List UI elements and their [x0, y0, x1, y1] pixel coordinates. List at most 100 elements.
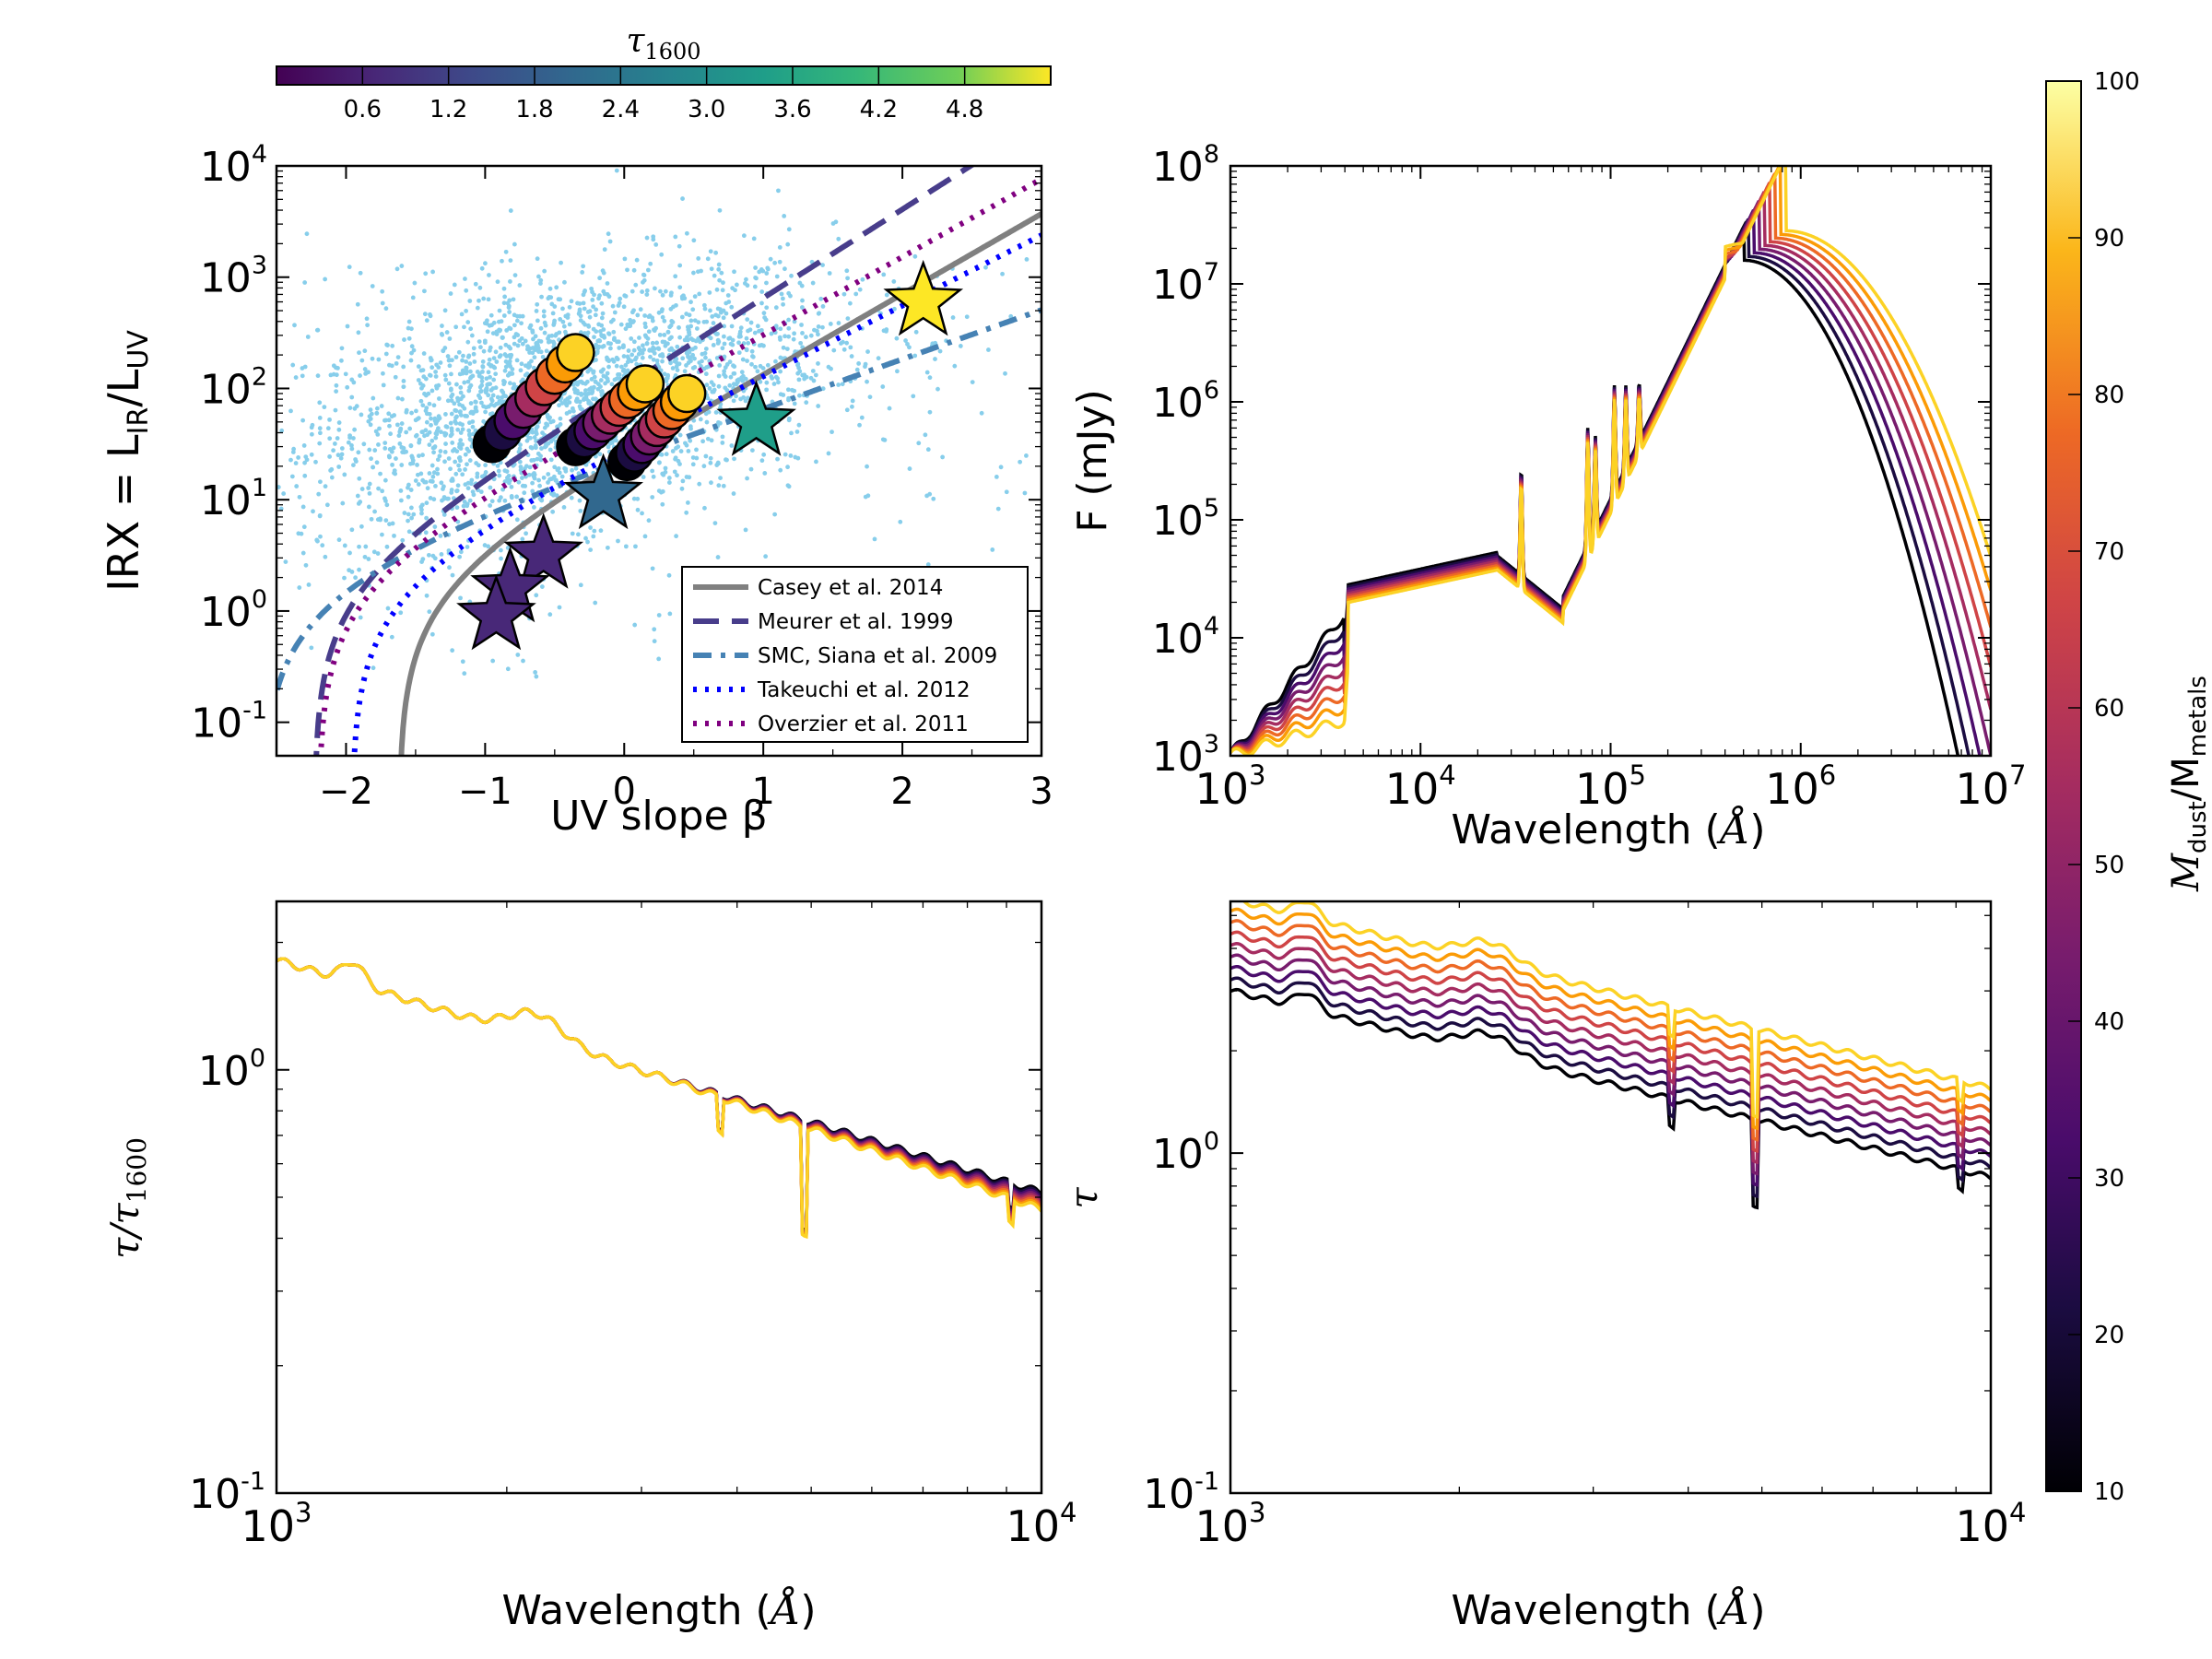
galaxy-point [347, 550, 352, 556]
x-tick-label: −2 [319, 771, 373, 813]
galaxy-point [477, 384, 483, 390]
galaxy-point [578, 508, 583, 513]
galaxy-point [718, 307, 723, 312]
galaxy-point [688, 424, 693, 429]
galaxy-point [653, 286, 657, 291]
galaxy-point [404, 429, 409, 435]
galaxy-point [836, 382, 841, 387]
galaxy-point [723, 365, 728, 371]
galaxy-point [446, 456, 452, 461]
galaxy-point [618, 296, 623, 301]
galaxy-point [673, 234, 678, 240]
galaxy-point [371, 549, 377, 555]
galaxy-point [743, 398, 748, 404]
galaxy-point [532, 504, 536, 510]
galaxy-point [590, 289, 594, 295]
galaxy-point [406, 512, 411, 517]
extinction-line [276, 957, 1041, 1238]
galaxy-point [722, 369, 727, 374]
galaxy-point [401, 379, 406, 383]
colorbar-tick-label: 20 [2094, 1322, 2124, 1349]
galaxy-point [600, 268, 606, 274]
galaxy-point [857, 287, 863, 292]
galaxy-point [782, 266, 787, 272]
y-tick-label: 104 [200, 140, 267, 191]
galaxy-point [640, 511, 644, 516]
galaxy-point [931, 496, 936, 501]
x-tick-label: 104 [1385, 759, 1456, 814]
galaxy-point [420, 383, 426, 388]
galaxy-point [449, 429, 454, 434]
galaxy-point [853, 291, 859, 297]
galaxy-point [454, 488, 459, 494]
galaxy-point [409, 410, 414, 416]
galaxy-point [383, 351, 389, 357]
galaxy-point [732, 371, 737, 376]
galaxy-point [629, 336, 634, 341]
galaxy-point [561, 324, 567, 329]
galaxy-point [702, 306, 708, 312]
galaxy-point [829, 366, 833, 371]
galaxy-point [515, 333, 521, 337]
galaxy-point [937, 348, 943, 354]
galaxy-point [514, 318, 520, 324]
galaxy-point [652, 627, 657, 632]
galaxy-point [455, 395, 460, 401]
galaxy-point [582, 306, 587, 312]
galaxy-point [720, 434, 725, 440]
galaxy-point [588, 547, 594, 553]
galaxy-point [576, 532, 581, 537]
galaxy-point [623, 544, 629, 549]
galaxy-point [425, 486, 430, 491]
galaxy-point [598, 528, 604, 534]
galaxy-point [429, 463, 435, 468]
x-tick-label: −1 [458, 771, 512, 813]
galaxy-point [551, 341, 557, 347]
galaxy-point [171, 453, 175, 457]
galaxy-point [334, 389, 339, 394]
galaxy-point [460, 427, 465, 432]
galaxy-point [673, 373, 678, 378]
galaxy-point [691, 270, 696, 276]
galaxy-point [543, 323, 548, 328]
extinction-line [276, 957, 1041, 1240]
galaxy-point [647, 313, 653, 318]
galaxy-point [672, 469, 677, 475]
galaxy-point [419, 511, 424, 516]
galaxy-point [434, 362, 440, 368]
galaxy-point [759, 289, 765, 294]
galaxy-point [441, 348, 446, 354]
galaxy-point [670, 449, 676, 453]
galaxy-point [279, 428, 285, 433]
galaxy-point [445, 354, 451, 359]
galaxy-point [610, 303, 616, 309]
galaxy-point [669, 346, 674, 351]
galaxy-point [927, 491, 933, 497]
galaxy-point [820, 304, 826, 309]
galaxy-point [453, 420, 459, 426]
galaxy-point [614, 363, 619, 369]
galaxy-point [625, 267, 629, 273]
galaxy-point [644, 288, 650, 293]
galaxy-point [739, 370, 745, 375]
galaxy-point [736, 377, 742, 382]
galaxy-point [450, 572, 455, 578]
galaxy-point [264, 393, 268, 397]
galaxy-point [462, 324, 466, 330]
galaxy-point [429, 358, 434, 363]
galaxy-point [705, 395, 711, 401]
galaxy-point [690, 352, 696, 358]
galaxy-point [495, 394, 500, 400]
galaxy-point [486, 370, 491, 375]
galaxy-point [318, 479, 323, 485]
galaxy-point [260, 453, 265, 458]
galaxy-point [401, 384, 406, 390]
galaxy-point [419, 507, 424, 512]
galaxy-point [557, 403, 561, 408]
x-tick-label: 103 [1195, 759, 1266, 814]
galaxy-point [625, 368, 630, 373]
galaxy-point [353, 459, 359, 465]
galaxy-point [370, 284, 375, 288]
galaxy-point [490, 386, 496, 391]
galaxy-point [709, 438, 714, 443]
